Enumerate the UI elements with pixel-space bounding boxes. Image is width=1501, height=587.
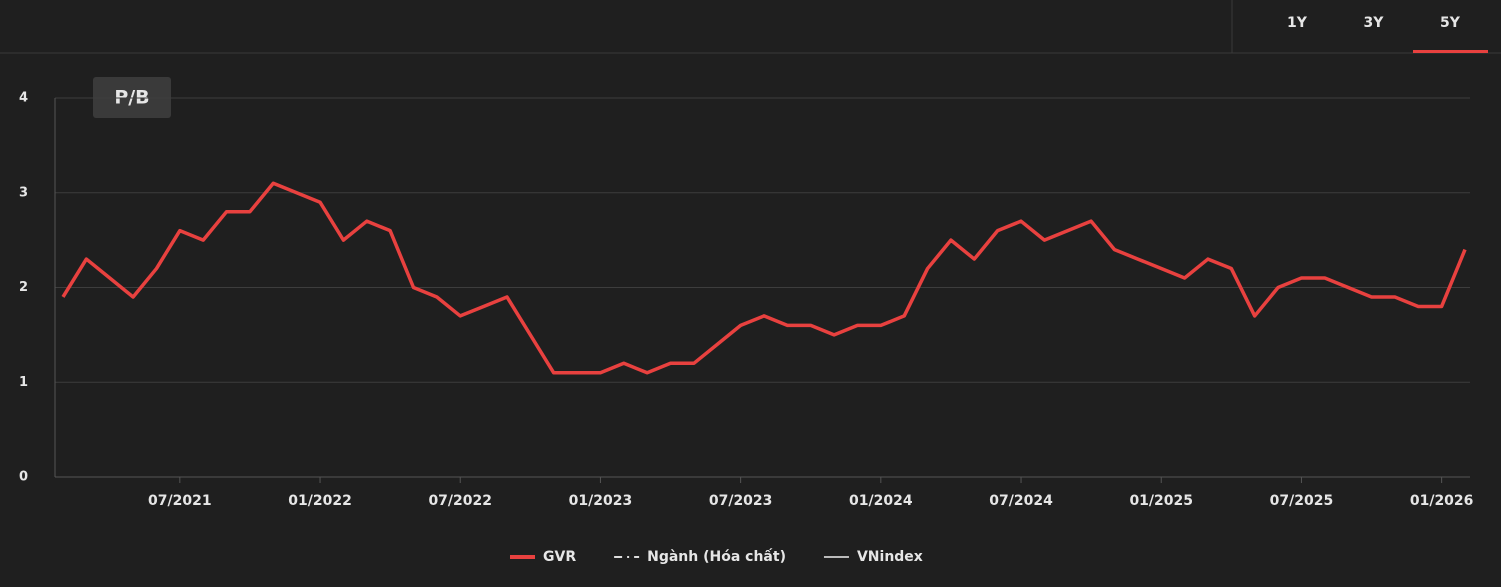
x-tick-label: 01/2025 [1129, 493, 1193, 509]
legend-label[interactable]: GVR [543, 549, 576, 565]
range-button[interactable]: 1Y [1287, 15, 1308, 31]
y-tick-label: 0 [19, 470, 28, 485]
legend-label[interactable]: VNindex [857, 549, 923, 565]
x-tick-label: 01/2026 [1410, 493, 1474, 509]
x-tick-label: 07/2024 [989, 493, 1053, 509]
x-tick-label: 07/2021 [148, 493, 212, 509]
range-button[interactable]: 3Y [1364, 15, 1385, 31]
y-tick-label: 4 [19, 91, 28, 106]
x-tick-label: 01/2023 [569, 493, 633, 509]
series-line [61, 181, 1467, 375]
x-tick-label: 01/2024 [849, 493, 913, 509]
legend-label[interactable]: Ngành (Hóa chất) [647, 548, 786, 565]
x-tick-label: 01/2022 [288, 493, 352, 509]
x-tick-label: 07/2023 [709, 493, 773, 509]
active-underline [1413, 50, 1488, 53]
range-button[interactable]: 5Y [1440, 15, 1461, 31]
y-tick-label: 2 [19, 280, 28, 295]
y-tick-label: 1 [19, 375, 28, 390]
x-tick-label: 07/2022 [428, 493, 492, 509]
y-tick-label: 3 [19, 185, 28, 200]
x-tick-label: 07/2025 [1270, 493, 1334, 509]
